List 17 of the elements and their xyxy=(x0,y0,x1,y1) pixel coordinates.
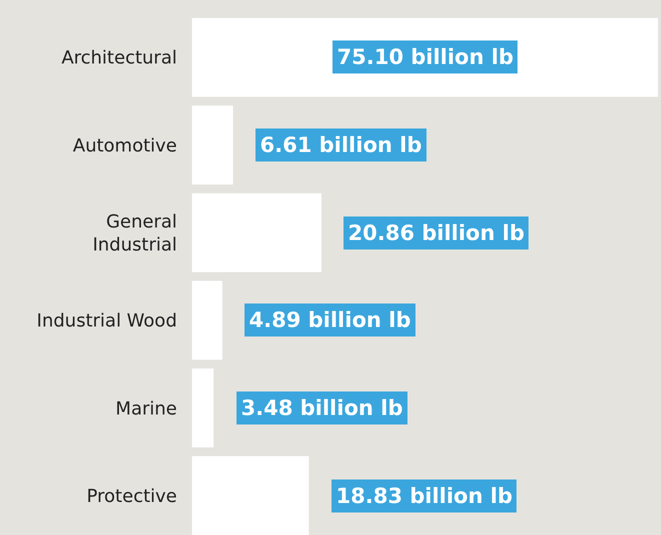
data-label: 3.48 billion lb xyxy=(241,396,403,420)
bar xyxy=(192,368,214,448)
data-label: 18.83 billion lb xyxy=(336,484,512,508)
data-label: 4.89 billion lb xyxy=(249,308,411,332)
bar xyxy=(192,280,222,360)
y-tick-label: Automotive xyxy=(72,135,177,156)
y-tick-label: Protective xyxy=(86,486,177,507)
y-tick-label: Marine xyxy=(116,398,177,420)
data-label: 75.10 billion lb xyxy=(337,45,514,69)
bar xyxy=(192,456,309,535)
bar xyxy=(192,106,234,184)
data-label: 6.61 billion lb xyxy=(260,133,422,157)
y-tick-label: Industrial Wood xyxy=(36,310,177,332)
y-tick-label: Architectural xyxy=(61,48,177,69)
bar xyxy=(192,193,322,272)
y-tick-label: General Industrial xyxy=(92,211,177,256)
data-label: 20.86 billion lb xyxy=(348,221,524,245)
